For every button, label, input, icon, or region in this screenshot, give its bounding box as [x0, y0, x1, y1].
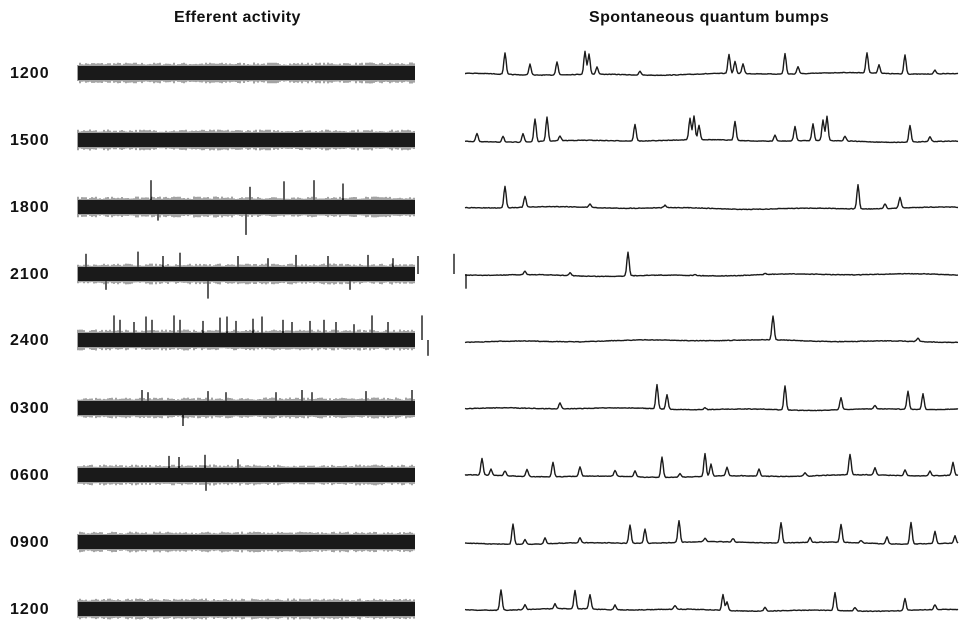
efferent-activity-header: Efferent activity [174, 9, 301, 26]
time-label-0600: 0600 [10, 467, 50, 484]
quantum-bump-trace [464, 589, 959, 613]
efferent-trace-noise [77, 263, 415, 285]
time-label-2400: 2400 [10, 332, 50, 349]
efferent-trace-band [78, 66, 415, 80]
quantum-bump-trace [464, 520, 959, 546]
recording-row-0900 [77, 520, 959, 553]
efferent-trace-noise [77, 531, 415, 553]
efferent-trace-band [78, 133, 415, 147]
quantum-bump-trace [464, 383, 959, 412]
efferent-trace-band [78, 401, 415, 415]
efferent-trace-noise [77, 62, 415, 84]
quantum-bump-trace [464, 452, 959, 479]
efferent-trace-noise [77, 464, 415, 486]
efferent-trace-noise [77, 196, 415, 218]
efferent-trace-band [78, 333, 415, 347]
efferent-trace-noise [77, 397, 415, 419]
recording-row-1800 [77, 180, 959, 235]
quantum-bump-trace [464, 183, 959, 211]
quantum-bump-trace [464, 115, 959, 144]
recording-row-1200 [77, 50, 959, 84]
time-label-1800: 1800 [10, 199, 50, 216]
time-label-1500: 1500 [10, 132, 50, 149]
efferent-trace-band [78, 535, 415, 549]
efferent-trace-band [78, 267, 415, 281]
recording-row-2100 [77, 251, 959, 299]
quantum-bump-trace [464, 251, 959, 278]
efferent-trace-noise [77, 598, 415, 620]
quantum-bump-trace [465, 50, 959, 77]
recording-row-0300 [77, 383, 959, 426]
time-label-0300: 0300 [10, 400, 50, 417]
efferent-trace-noise [77, 129, 415, 151]
quantum-bump-trace [464, 315, 959, 344]
recording-row-0600 [77, 452, 959, 491]
recording-row-1200 [77, 589, 959, 620]
time-label-1200: 1200 [10, 65, 50, 82]
time-label-1200-second: 1200 [10, 601, 50, 618]
efferent-trace-band [78, 602, 415, 616]
quantum-bumps-header: Spontaneous quantum bumps [589, 9, 830, 26]
efferent-trace-noise [77, 329, 415, 351]
efferent-trace-band [78, 468, 415, 482]
recording-row-1500 [77, 115, 959, 151]
time-label-2100: 2100 [10, 266, 50, 283]
recording-row-2400 [77, 315, 959, 356]
time-label-0900: 0900 [10, 534, 50, 551]
